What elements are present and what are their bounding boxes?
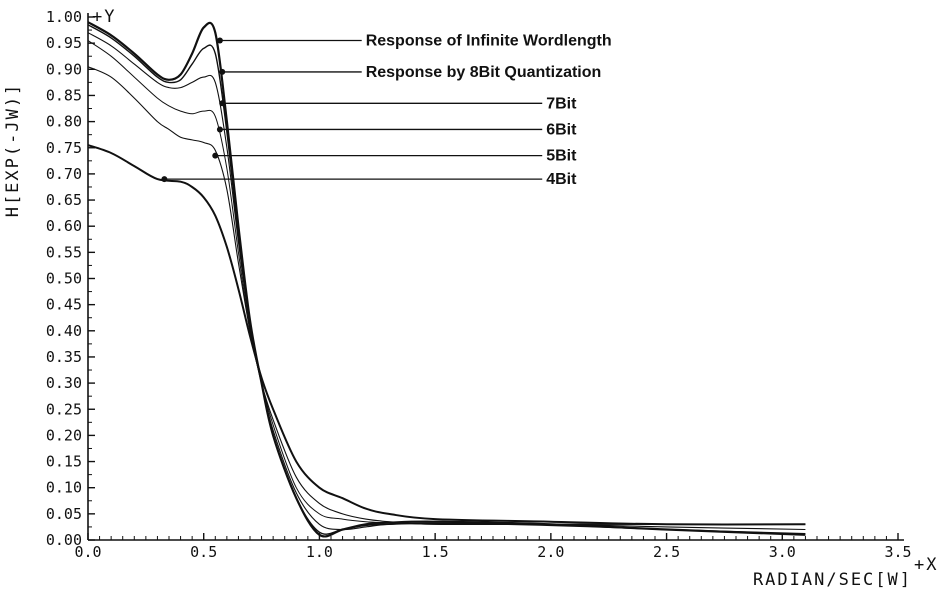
x-tick-label: 2.5 bbox=[653, 543, 680, 561]
y-tick-label: 0.15 bbox=[46, 453, 82, 471]
series-line-response-by-8bit-quantization bbox=[87, 24, 806, 535]
y-tick-label: 0.70 bbox=[46, 165, 82, 183]
x-tick-label: 1.5 bbox=[422, 543, 449, 561]
annotation-dot-4bit bbox=[161, 176, 168, 183]
annotation-dot-response-of-infinite-wordlength bbox=[216, 37, 223, 44]
y-tick-label: 0.05 bbox=[46, 505, 82, 523]
x-ticks: 0.0 0.5 1.0 1.5 2.0 2.5 3.0 3.5 bbox=[74, 533, 912, 561]
y-tick-label: 0.80 bbox=[46, 113, 82, 131]
annotation-label-7bit: 7Bit bbox=[546, 95, 577, 112]
y-axis-marker: +Y bbox=[92, 7, 116, 27]
y-tick-label: 0.85 bbox=[46, 86, 82, 104]
x-tick-label: 0.5 bbox=[190, 543, 217, 561]
y-ticks: 0.00 0.05 0.10 0.15 0.20 0.25 0.30 0.35 0.40 0.45… bbox=[46, 8, 95, 549]
x-axis-marker: +X bbox=[914, 555, 938, 575]
series-line-7bit bbox=[87, 32, 806, 531]
y-tick-label: 0.50 bbox=[46, 270, 82, 288]
y-tick-label: 0.00 bbox=[46, 531, 82, 549]
y-tick-label: 0.30 bbox=[46, 374, 82, 392]
series-line-response-of-infinite-wordlength bbox=[87, 21, 806, 538]
y-tick-label: 0.60 bbox=[46, 217, 82, 235]
series-layer bbox=[87, 21, 806, 538]
y-tick-label: 0.95 bbox=[46, 34, 82, 52]
y-tick-label: 0.65 bbox=[46, 191, 82, 209]
annotation-label-5bit: 5Bit bbox=[546, 148, 577, 165]
x-tick-label: 0.0 bbox=[74, 543, 101, 561]
x-tick-label: 3.5 bbox=[884, 543, 911, 561]
series-line-6bit bbox=[87, 40, 806, 525]
y-tick-label: 1.00 bbox=[46, 8, 82, 26]
y-tick-label: 0.10 bbox=[46, 479, 82, 497]
annotation-label-4bit: 4Bit bbox=[546, 171, 577, 188]
y-axis-title: H[EXP(-JW)] bbox=[3, 83, 23, 218]
annotation-label-6bit: 6Bit bbox=[546, 121, 577, 138]
y-tick-label: 0.90 bbox=[46, 60, 82, 78]
x-tick-label: 1.0 bbox=[306, 543, 333, 561]
y-tick-label: 0.20 bbox=[46, 426, 82, 444]
annotation-label-response-by-8bit-quantization: Response by 8Bit Quantization bbox=[366, 64, 602, 81]
annotation-layer: Response of Infinite Wordlength Response … bbox=[161, 33, 612, 188]
y-tick-label: 0.25 bbox=[46, 400, 82, 418]
x-axis-title: RADIAN/SEC[W] bbox=[753, 570, 912, 589]
annotation-dot-6bit bbox=[216, 126, 223, 133]
annotation-label-response-of-infinite-wordlength: Response of Infinite Wordlength bbox=[366, 33, 612, 50]
y-tick-label: 0.75 bbox=[46, 139, 82, 157]
annotation-dot-response-by-8bit-quantization bbox=[219, 68, 226, 75]
y-tick-label: 0.40 bbox=[46, 322, 82, 340]
y-tick-label: 0.55 bbox=[46, 243, 82, 261]
axes: 0.0 0.5 1.0 1.5 2.0 2.5 3.0 3.5 0.00 0.05 0.10 0.1… bbox=[46, 8, 912, 561]
series-line-5bit bbox=[87, 66, 806, 526]
y-tick-label: 0.35 bbox=[46, 348, 82, 366]
x-tick-label: 2.0 bbox=[537, 543, 564, 561]
y-tick-label: 0.45 bbox=[46, 296, 82, 314]
annotation-dot-7bit bbox=[219, 100, 226, 107]
series-line-4bit bbox=[87, 144, 806, 526]
x-tick-label: 3.0 bbox=[769, 543, 796, 561]
annotation-dot-5bit bbox=[212, 152, 219, 159]
